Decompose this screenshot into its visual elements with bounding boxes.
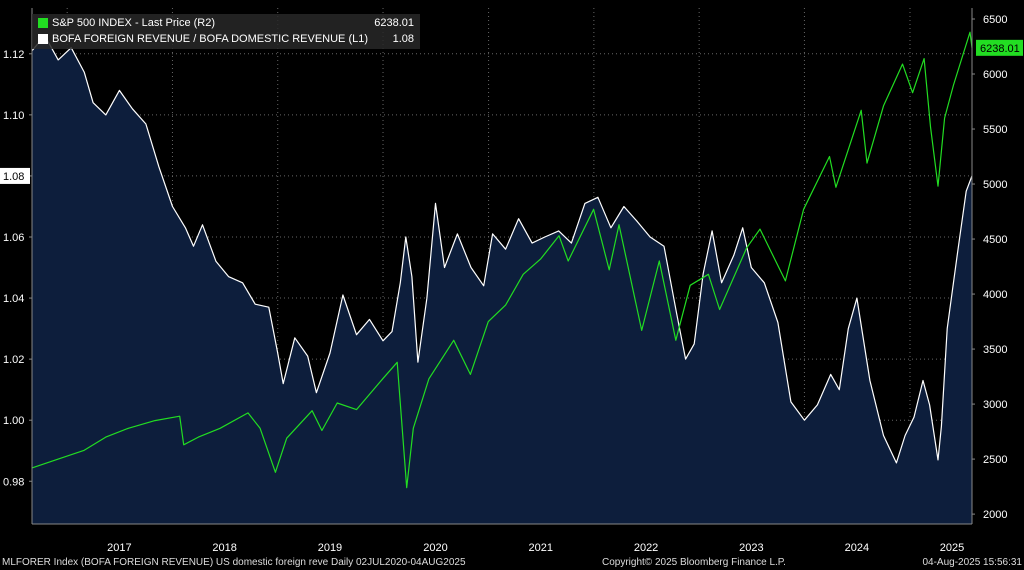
x-tick-label: 2022 — [634, 542, 658, 554]
legend-value-ratio: 1.08 — [392, 33, 414, 45]
left-tick-label: 1.10 — [3, 110, 24, 122]
x-tick-label: 2024 — [845, 542, 869, 554]
legend-label-ratio: BOFA FOREIGN REVENUE / BOFA DOMESTIC REV… — [52, 33, 369, 45]
spx-last-value-tag — [976, 39, 1023, 56]
legend-swatch-ratio — [38, 34, 48, 44]
ratio-last-value-tag — [0, 167, 30, 184]
x-tick-label: 2023 — [739, 542, 763, 554]
right-tick-label: 4500 — [983, 234, 1007, 246]
footer-copyright: Copyright© 2025 Bloomberg Finance L.P. — [602, 557, 786, 568]
footer-security-info: MLFORER Index (BOFA FOREIGN REVENUE) US … — [2, 557, 466, 568]
legend-entry-ratio: BOFA FOREIGN REVENUE / BOFA DOMESTIC REV… — [38, 31, 414, 47]
x-tick-label: 2025 — [940, 542, 964, 554]
left-tick-label: 1.06 — [3, 232, 24, 244]
spx-last-value-label: 6238.01 — [980, 43, 1020, 55]
footer-bar: MLFORER Index (BOFA FOREIGN REVENUE) US … — [0, 556, 1024, 570]
right-tick-label: 6500 — [983, 14, 1007, 26]
ratio-series-line — [31, 34, 973, 464]
ratio-area-fill — [32, 35, 972, 524]
right-tick-label: 3500 — [983, 344, 1007, 356]
left-tick-label: 0.98 — [3, 476, 24, 488]
legend-value-spx: 6238.01 — [374, 17, 414, 29]
right-tick-label: 5500 — [983, 124, 1007, 136]
chart-legend: S&P 500 INDEX - Last Price (R2) 6238.01 … — [32, 14, 420, 49]
left-tick-label: 1.00 — [3, 415, 24, 427]
legend-label-spx: S&P 500 INDEX - Last Price (R2) — [52, 17, 216, 29]
left-tick-label: 1.04 — [3, 293, 24, 305]
legend-swatch-spx — [38, 18, 48, 28]
footer-timestamp: 04-Aug-2025 15:56:31 — [922, 557, 1022, 568]
right-tick-label: 3000 — [983, 399, 1007, 411]
x-tick-label: 2019 — [318, 542, 342, 554]
spx-series-line — [31, 31, 973, 489]
ratio-last-value-label: 1.08 — [3, 171, 24, 183]
x-tick-label: 2021 — [529, 542, 553, 554]
right-tick-label: 5000 — [983, 179, 1007, 191]
series-layer — [31, 31, 973, 524]
legend-entry-spx: S&P 500 INDEX - Last Price (R2) 6238.01 — [38, 15, 414, 31]
right-tick-label: 4000 — [983, 289, 1007, 301]
x-tick-label: 2018 — [212, 542, 236, 554]
right-tick-label: 2000 — [983, 509, 1007, 521]
right-tick-label: 2500 — [983, 454, 1007, 466]
right-tick-label: 6000 — [983, 69, 1007, 81]
left-tick-label: 1.02 — [3, 354, 24, 366]
x-tick-label: 2020 — [423, 542, 447, 554]
x-tick-label: 2017 — [107, 542, 131, 554]
left-tick-label: 1.12 — [3, 49, 24, 61]
axes-layer: 0.98 1.00 1.02 1.04 1.06 1.08 1.10 1.12 2000 2500… — [0, 8, 1023, 554]
